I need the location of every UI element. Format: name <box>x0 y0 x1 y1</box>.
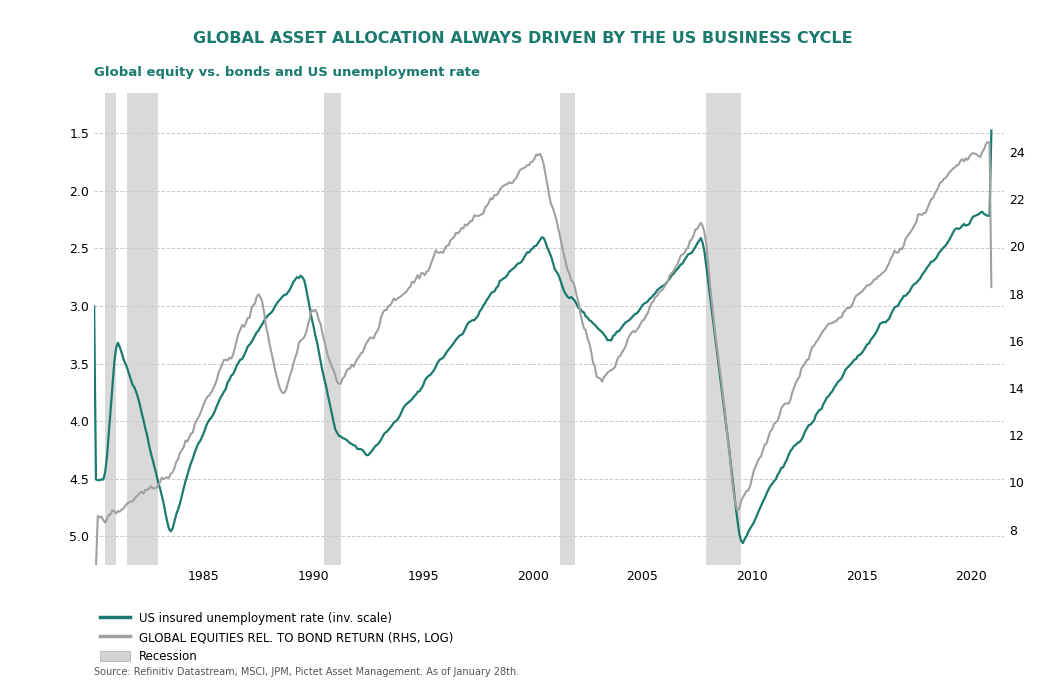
Text: Source: Refinitiv Datastream, MSCI, JPM, Pictet Asset Management. As of January : Source: Refinitiv Datastream, MSCI, JPM,… <box>94 666 520 677</box>
Bar <box>560 93 575 565</box>
Text: Global equity vs. bonds and US unemployment rate: Global equity vs. bonds and US unemploym… <box>94 66 480 79</box>
Bar <box>324 93 341 565</box>
Bar <box>127 93 158 565</box>
Bar <box>105 93 116 565</box>
Legend: US insured unemployment rate (inv. scale), GLOBAL EQUITIES REL. TO BOND RETURN (: US insured unemployment rate (inv. scale… <box>100 612 453 663</box>
Bar <box>706 93 741 565</box>
Text: GLOBAL ASSET ALLOCATION ALWAYS DRIVEN BY THE US BUSINESS CYCLE: GLOBAL ASSET ALLOCATION ALWAYS DRIVEN BY… <box>194 31 852 46</box>
